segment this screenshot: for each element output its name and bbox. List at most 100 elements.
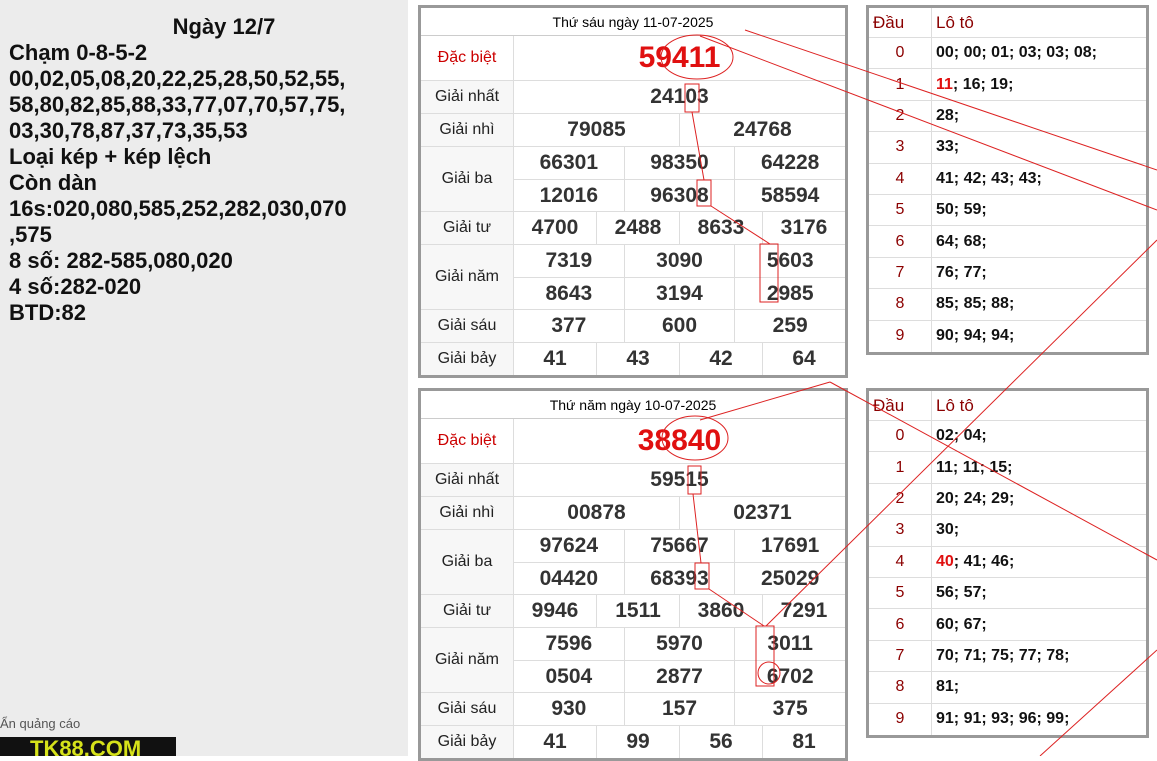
number-row: 930 157 375	[514, 693, 845, 725]
loto-values: 40; 41; 46;	[931, 546, 1146, 577]
number-row: 41 43 42 64	[514, 343, 845, 375]
loto-numbers: 30;	[936, 521, 960, 539]
hot-number: 11	[936, 75, 953, 93]
note-line: 00,02,05,08,20,22,25,28,50,52,55,	[9, 66, 346, 91]
prize-number: 59411	[638, 41, 721, 74]
prize-number: 1511	[596, 595, 679, 627]
loto-numbers: 41; 42; 43; 43;	[936, 169, 1042, 187]
prize-numbers: 38840	[514, 419, 845, 463]
note-line: 4 số:282-020	[9, 274, 142, 299]
note-title: Ngày 12/7	[172, 14, 276, 39]
loto-numbers: 70; 71; 75; 77; 78;	[936, 646, 1070, 664]
loto-row: 0 00; 00; 01; 03; 03; 08;	[869, 38, 1146, 70]
number-row: 8643 3194 2985	[514, 277, 845, 309]
loto-numbers: 60; 67;	[936, 615, 987, 633]
prize-number: 930	[551, 697, 587, 720]
loto-head: 6	[895, 232, 905, 250]
prize-number: 17691	[734, 530, 845, 562]
loto-numbers: 76; 77;	[936, 263, 987, 281]
loto-numbers: 64; 68;	[936, 232, 987, 250]
loto-numbers: 20; 24; 29;	[936, 489, 1015, 507]
prize-label: Đặc biệt	[421, 419, 514, 463]
prize-row: Giải bảy 41 43 42 64	[421, 343, 845, 375]
prize-number: 3176	[762, 212, 845, 244]
number-row: 7596 5970 3011	[514, 628, 845, 660]
prize-label: Giải nhất	[421, 464, 514, 496]
loto-values: 76; 77;	[931, 257, 1146, 289]
loto-values: 20; 24; 29;	[931, 483, 1146, 515]
loto-head: 6	[895, 615, 905, 633]
loto-values: 02; 04;	[931, 421, 1146, 452]
loto-row: 4 40; 41; 46;	[869, 546, 1146, 578]
loto-values: 33;	[931, 132, 1146, 163]
loto-numbers: ; 41; 46;	[953, 552, 1015, 570]
loto-numbers: 50; 59;	[936, 201, 987, 219]
prize-number: 25029	[734, 563, 845, 594]
ad-logo[interactable]: TK88.COM	[0, 737, 176, 756]
prize-row: Giải tư 9946 1511 3860 7291	[421, 595, 845, 628]
loto-table: Đầu Lô tô 0 00; 00; 01; 03; 03; 08; 1 11; 16;…	[866, 5, 1149, 355]
prize-label: Đặc biệt	[421, 36, 514, 80]
number-row: 12016 96308 58594	[514, 179, 845, 211]
prize-numbers: 00878 02371	[514, 497, 845, 529]
loto-head: 1	[895, 458, 905, 476]
prize-numbers: 66301 98350 64228 12016 96308 58594	[514, 147, 845, 211]
prize-number: 375	[734, 693, 845, 725]
prize-number: 157	[623, 693, 735, 725]
prize-row: Giải ba 97624 75667 17691 04420 68393 25029	[421, 530, 845, 595]
prize-number: 3860	[679, 595, 762, 627]
prize-number: 24768	[679, 114, 845, 146]
prize-number: 99	[596, 726, 679, 758]
loto-values: 90; 94; 94;	[931, 320, 1146, 352]
loto-numbers: 90; 94; 94;	[936, 327, 1015, 345]
prize-number: 5603	[734, 245, 845, 277]
head-label: Đầu	[873, 395, 905, 415]
loto-head: 7	[895, 646, 905, 664]
number-row: 24103	[514, 81, 845, 113]
loto-row: 7 70; 71; 75; 77; 78;	[869, 640, 1146, 673]
table-title: Thứ năm ngày 10-07-2025	[421, 391, 845, 419]
prize-number: 58594	[734, 180, 845, 211]
loto-row: 2 20; 24; 29;	[869, 483, 1146, 516]
loto-row: 8 81;	[869, 672, 1146, 704]
prize-number: 66301	[539, 151, 599, 174]
loto-head: 0	[895, 427, 905, 445]
prize-label: Giải năm	[421, 628, 514, 692]
number-row: 7319 3090 5603	[514, 245, 845, 277]
prize-label: Giải nhất	[421, 81, 514, 113]
loto-head: 3	[895, 138, 905, 156]
loto-values: 41; 42; 43; 43;	[931, 163, 1146, 194]
prize-numbers: 930 157 375	[514, 693, 845, 725]
loto-numbers: 33;	[936, 138, 960, 156]
loto-values: 64; 68;	[931, 226, 1146, 257]
prize-number: 41	[543, 730, 567, 753]
prize-label: Giải bảy	[421, 726, 514, 758]
note-line: BTD:82	[9, 300, 87, 325]
prize-row: Giải năm 7596 5970 3011 0504 2877 6702	[421, 628, 845, 693]
prize-number: 5970	[623, 628, 735, 660]
prize-number: 7319	[545, 249, 593, 272]
prize-number: 59515	[650, 468, 709, 491]
prize-number: 24103	[650, 85, 709, 108]
number-row: 59515	[514, 464, 845, 496]
loto-row: 2 28;	[869, 100, 1146, 133]
loto-values: 11; 11; 15;	[931, 452, 1146, 483]
hide-ad[interactable]: Ẩn quảng cáo	[0, 716, 81, 731]
prize-numbers: 7596 5970 3011 0504 2877 6702	[514, 628, 845, 692]
loto-numbers: 56; 57;	[936, 584, 987, 602]
loto-head: 8	[895, 295, 905, 313]
loto-values: 85; 85; 88;	[931, 289, 1146, 320]
number-row: 04420 68393 25029	[514, 562, 845, 594]
prize-numbers: 41 43 42 64	[514, 343, 845, 375]
note-line: 16s:020,080,585,252,282,030,070	[9, 196, 347, 221]
prize-number: 3011	[734, 628, 845, 660]
loto-row: 1 11; 11; 15;	[869, 452, 1146, 484]
prize-number: 02371	[679, 497, 845, 529]
number-row: 0504 2877 6702	[514, 660, 845, 692]
prize-number: 00878	[567, 501, 626, 524]
prize-number: 81	[762, 726, 845, 758]
prize-numbers: 59515	[514, 464, 845, 496]
prize-number: 3194	[623, 278, 735, 309]
loto-row: 6 64; 68;	[869, 226, 1146, 258]
loto-row: 8 85; 85; 88;	[869, 289, 1146, 321]
